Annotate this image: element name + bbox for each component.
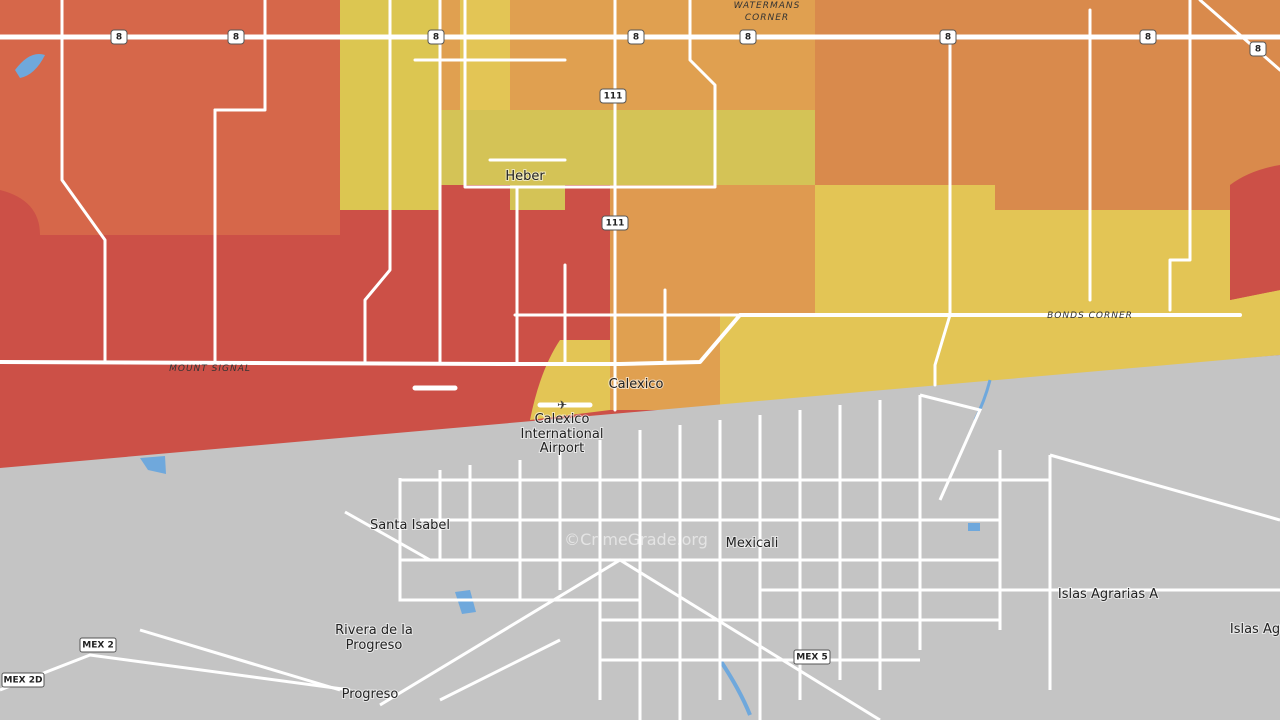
shield-label: 111 [606, 219, 625, 229]
shield-label: 8 [1255, 45, 1261, 55]
shield-label: 111 [604, 92, 623, 102]
locality-label: BONDS CORNER [1047, 311, 1133, 321]
town-label: Progreso [342, 687, 399, 702]
water [15, 54, 992, 716]
shield-label: MEX 2D [4, 676, 43, 686]
town-label: Islas Agrarias A [1058, 587, 1158, 602]
shield-label: 8 [116, 33, 122, 43]
place-labels: WATERMANS CORNER Heber MOUNT SIGNAL BOND… [169, 1, 1280, 703]
shield-label: 8 [745, 33, 751, 43]
shield-label: MEX 5 [796, 653, 827, 663]
shield-label: 8 [1145, 33, 1151, 43]
locality-label: MOUNT SIGNAL [169, 364, 251, 374]
town-label: Progreso [346, 638, 403, 653]
town-label: Islas Ag [1230, 622, 1280, 637]
town-label: Santa Isabel [370, 518, 450, 533]
shield-label: 8 [433, 33, 439, 43]
airport-icon: ✈ [557, 398, 567, 412]
town-label: Rivera de la [335, 623, 413, 638]
airport-label: Airport [540, 441, 585, 456]
shield-label: 8 [633, 33, 639, 43]
locality-label: CORNER [745, 13, 789, 23]
shield-label: MEX 2 [82, 641, 113, 651]
shield-label: 8 [233, 33, 239, 43]
city-label: Mexicali [726, 536, 779, 551]
town-label: Heber [505, 169, 545, 184]
watermark: ©CrimeGrade.org [564, 530, 708, 549]
locality-label: WATERMANS [734, 1, 801, 11]
town-label: Calexico [609, 377, 664, 392]
airport-label: International [521, 427, 604, 442]
highway-shields: 8 8 8 8 8 8 8 8 111 111 MEX 2 MEX 2D MEX… [1, 29, 1267, 688]
shield-label: 8 [945, 33, 951, 43]
airport-label: Calexico [535, 412, 590, 427]
